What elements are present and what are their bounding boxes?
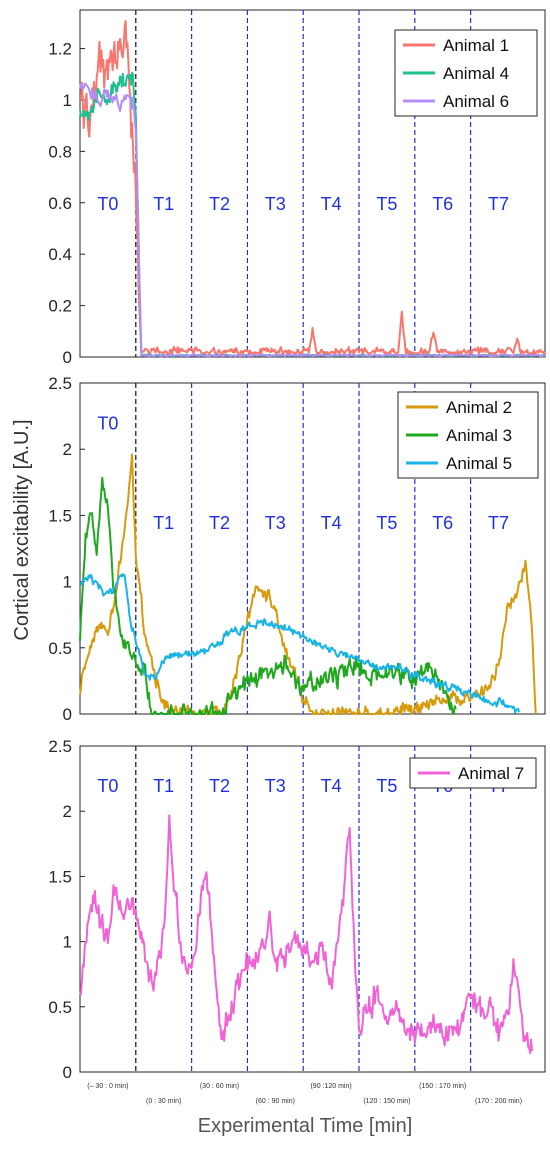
y-tick-label: 1 — [63, 933, 72, 952]
period-label: T7 — [488, 194, 509, 214]
period-label: T0 — [97, 194, 118, 214]
period-label: T2 — [209, 776, 230, 796]
period-label: T6 — [432, 513, 453, 533]
series-line-animal-5 — [79, 573, 520, 714]
y-tick-label: 1.5 — [48, 506, 72, 525]
y-tick-label: 1.5 — [48, 867, 72, 886]
legend-label: Animal 4 — [443, 64, 509, 83]
y-tick-label: 0 — [63, 348, 72, 367]
y-tick-label: 0.4 — [48, 245, 72, 264]
y-tick-label: 1.2 — [48, 40, 72, 59]
y-tick-label: 1 — [63, 91, 72, 110]
period-label: T0 — [97, 776, 118, 796]
y-tick-label: 0.6 — [48, 194, 72, 213]
legend: Animal 2 Animal 3 Animal 5 — [397, 391, 539, 479]
legend: Animal 7 — [409, 757, 537, 789]
time-range-label: (120 : 150 min) — [363, 1098, 410, 1105]
y-tick-label: 2.5 — [48, 374, 72, 393]
period-label: T2 — [209, 513, 230, 533]
plot-frame — [79, 9, 546, 358]
period-label: T1 — [153, 194, 174, 214]
period-label: T2 — [209, 194, 230, 214]
y-axis-label: Cortical excitability [A.U.] — [11, 419, 33, 640]
y-tick-label: 2 — [63, 440, 72, 459]
time-range-label: (170 : 200 min) — [475, 1098, 522, 1105]
y-tick-label: 0 — [63, 705, 72, 724]
y-tick-label: 2 — [63, 802, 72, 821]
period-label: T5 — [376, 194, 397, 214]
period-label: T0 — [97, 414, 118, 434]
time-range-label: (0 : 30 min) — [146, 1098, 181, 1105]
legend-label: Animal 5 — [446, 454, 512, 473]
period-label: T3 — [265, 513, 286, 533]
series-line-animal-6 — [79, 82, 546, 358]
time-range-label: (60 : 90 min) — [256, 1098, 295, 1105]
period-label: T5 — [376, 513, 397, 533]
legend-label: Animal 6 — [443, 92, 509, 111]
period-label: T7 — [488, 513, 509, 533]
time-range-label: (30 : 60 min) — [200, 1083, 239, 1090]
period-label: T4 — [321, 776, 342, 796]
y-tick-label: 2.5 — [48, 737, 72, 756]
time-range-label: (150 : 170 min) — [419, 1083, 466, 1090]
period-label: T6 — [432, 194, 453, 214]
period-label: T5 — [376, 776, 397, 796]
period-label: T4 — [321, 194, 342, 214]
legend-label: Animal 2 — [446, 398, 512, 417]
series-line-animal-1 — [79, 20, 546, 356]
time-range-label: (90 :120 min) — [310, 1083, 351, 1090]
y-tick-label: 1 — [63, 573, 72, 592]
y-tick-label: 0.2 — [48, 297, 72, 316]
y-tick-label: 0.5 — [48, 639, 72, 658]
period-label: T3 — [265, 194, 286, 214]
period-label: T4 — [321, 513, 342, 533]
y-tick-label: 0.8 — [48, 142, 72, 161]
legend: Animal 1 Animal 4 Animal 6 — [394, 29, 538, 117]
plot-frame — [79, 745, 546, 1073]
legend-label: Animal 1 — [443, 36, 509, 55]
time-range-label: (– 30 : 0 min) — [87, 1083, 128, 1090]
top-panel: 0 0.2 0.4 0.6 0.8 1 1.2 T0 T1 T2 T3 T4 T5 T6 T7 Animal … — [48, 9, 546, 367]
y-tick-label: 0.5 — [48, 998, 72, 1017]
series-line-animal-2 — [79, 453, 537, 715]
period-label: T3 — [265, 776, 286, 796]
y-tick-label: 0 — [63, 1063, 72, 1082]
legend-label: Animal 3 — [446, 426, 512, 445]
period-label: T1 — [153, 776, 174, 796]
period-label: T1 — [153, 513, 174, 533]
legend-label: Animal 7 — [458, 764, 524, 783]
series-line-animal-7 — [79, 814, 533, 1055]
x-axis-label: Experimental Time [min] — [198, 1115, 413, 1137]
